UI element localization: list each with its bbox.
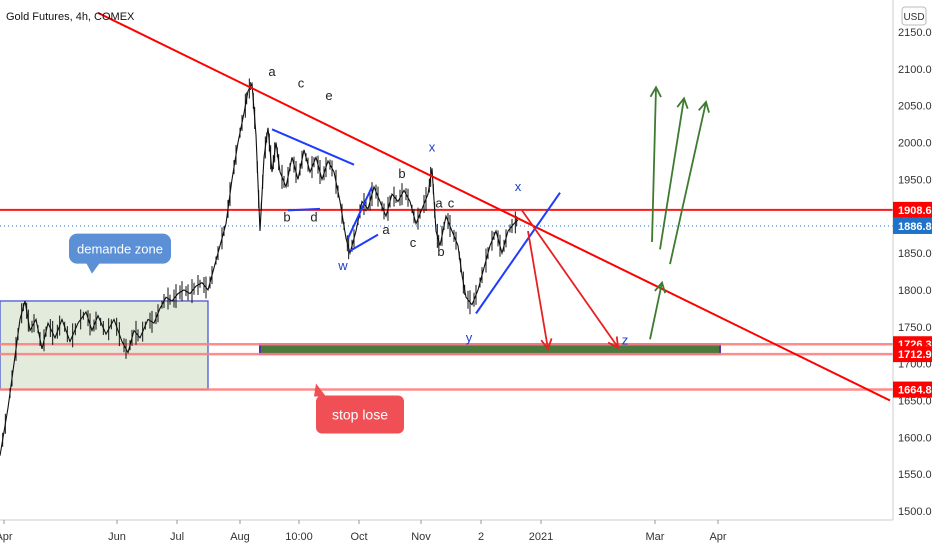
- green-arrow-head: [698, 100, 710, 113]
- wave-label: c: [298, 75, 305, 90]
- wave-label: c: [410, 235, 417, 250]
- demand-zone-label: demande zone: [77, 242, 163, 257]
- price-label-box: [893, 217, 932, 234]
- green-arrow-head: [649, 85, 662, 98]
- red-arrow-head: [540, 338, 553, 351]
- currency-button[interactable]: [901, 6, 927, 26]
- y-tick-label: 2100.0: [898, 64, 932, 76]
- chart-title: Gold Futures, 4h, COMEX: [6, 11, 135, 23]
- wave-channel-line: [349, 233, 379, 252]
- price-label: 1712.9: [898, 349, 932, 361]
- price-label: 1886.8: [898, 221, 932, 233]
- green-arrow-head: [676, 96, 689, 109]
- price-label-box: [893, 381, 932, 398]
- demand-zone-callout: [69, 233, 171, 264]
- stop-loss-callout: [316, 395, 404, 434]
- price-label: 1908.6: [898, 205, 932, 217]
- red-arrow-head: [607, 336, 620, 349]
- wave-label: x: [429, 139, 436, 154]
- y-tick-label: 1550.0: [898, 469, 932, 481]
- y-tick-label: 1650.0: [898, 395, 932, 407]
- y-tick-label: 2150.0: [898, 27, 932, 39]
- x-tick-label: Aug: [230, 531, 250, 543]
- green-arrow: [659, 98, 685, 250]
- y-tick-label: 1950.0: [898, 174, 932, 186]
- red-arrow: [527, 230, 549, 350]
- red-arrow: [521, 209, 619, 348]
- y-tick-label: 1750.0: [898, 322, 932, 334]
- stop-loss-label: stop lose: [332, 406, 388, 422]
- x-tick-label: Nov: [411, 531, 431, 543]
- wave-label: x: [515, 179, 522, 194]
- wave-channel-line: [287, 207, 321, 212]
- y-tick-label: 1800.0: [898, 285, 932, 297]
- x-tick-label: 2021: [529, 531, 553, 543]
- currency-button-label: USD: [903, 12, 924, 23]
- wave-label: z: [622, 332, 629, 347]
- x-tick-label: Jul: [170, 531, 184, 543]
- x-tick-label: Oct: [350, 531, 367, 543]
- x-tick-label: Apr: [0, 531, 13, 543]
- y-tick-label: 1850.0: [898, 248, 932, 260]
- x-tick-label: Mar: [646, 531, 665, 543]
- green-arrow: [669, 101, 707, 265]
- demand-zone-callout-tail: [86, 262, 100, 274]
- wave-channel-line: [475, 192, 561, 315]
- x-tick-label: 10:00: [285, 531, 313, 543]
- target-zone-box: [259, 343, 721, 356]
- stop-loss-callout-tail: [314, 383, 326, 397]
- wave-label: e: [325, 88, 332, 103]
- wave-label: a: [268, 64, 276, 79]
- wave-label: b: [283, 209, 290, 224]
- wave-channel-line: [347, 186, 373, 239]
- price-label-box: [893, 346, 932, 363]
- green-arrow: [651, 87, 657, 243]
- y-tick-label: 1600.0: [898, 432, 932, 444]
- wave-label: a: [382, 222, 390, 237]
- price-axis: [893, 0, 932, 550]
- price-series: [0, 81, 519, 456]
- price-label: 1664.8: [898, 385, 932, 397]
- x-tick-label: 2: [478, 531, 484, 543]
- wave-label: b: [437, 244, 444, 259]
- wave-channel-line: [271, 128, 355, 166]
- wave-label: y: [466, 330, 473, 345]
- wave-label: a: [435, 195, 443, 210]
- green-arrow-head: [654, 280, 667, 294]
- y-tick-label: 2000.0: [898, 138, 932, 150]
- green-arrow: [649, 282, 663, 340]
- wave-label: d: [310, 209, 317, 224]
- y-tick-label: 1500.0: [898, 506, 932, 518]
- y-tick-label: 2050.0: [898, 101, 932, 113]
- wave-label: c: [448, 195, 455, 210]
- x-tick-label: Apr: [709, 531, 726, 543]
- wave-label: w: [337, 258, 348, 273]
- x-tick-label: Jun: [108, 531, 126, 543]
- trendline: [97, 11, 891, 402]
- price-label-box: [893, 201, 932, 218]
- wave-label: b: [398, 166, 405, 181]
